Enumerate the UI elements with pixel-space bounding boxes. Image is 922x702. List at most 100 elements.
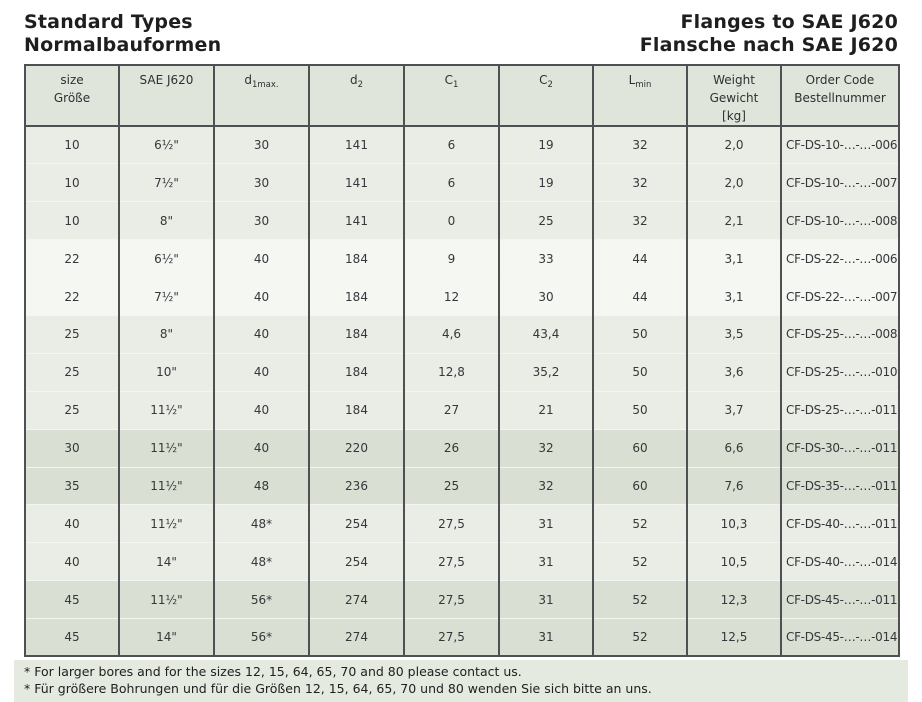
cell-c2: 43,4 (498, 314, 593, 354)
cell-order: CF-DS-22-…-…-006 (780, 239, 899, 278)
cell-c1: 27,5 (403, 580, 499, 619)
cell-c2: 31 (498, 580, 593, 619)
cell-c2: 19 (498, 125, 593, 164)
cell-size: 25 (25, 314, 119, 354)
col-header-c1: C1 (403, 65, 499, 127)
cell-lmin: 50 (592, 352, 687, 392)
cell-size: 30 (25, 428, 119, 468)
table-row: 22 6½" 40 184 9 33 44 3,1 CF-DS-22-…-…-006 (25, 239, 899, 278)
cell-weight: 2,0 (686, 163, 781, 202)
col-header-order: Order Code Bestellnummer (780, 65, 899, 127)
cell-order: CF-DS-40-…-…-014 (780, 542, 899, 581)
cell-c1: 27,5 (403, 504, 499, 543)
cell-size: 22 (25, 239, 119, 278)
cell-d1max: 40 (213, 239, 309, 278)
cell-weight: 6,6 (686, 428, 781, 468)
cell-sae: 11½" (118, 428, 214, 468)
cell-d1max: 48* (213, 504, 309, 543)
table-row: 10 7½" 30 141 6 19 32 2,0 CF-DS-10-…-…-007 (25, 163, 899, 202)
footnote-de: * Für größere Bohrungen und für die Größ… (24, 681, 652, 697)
cell-c1: 12,8 (403, 352, 499, 392)
cell-sae: 7½" (118, 277, 214, 316)
cell-order: CF-DS-10-…-…-007 (780, 163, 899, 202)
cell-d2: 141 (308, 201, 404, 240)
cell-weight: 3,1 (686, 277, 781, 316)
table-row: 25 10" 40 184 12,8 35,2 50 3,6 CF-DS-25-…-…-010 (25, 352, 899, 392)
cell-lmin: 50 (592, 314, 687, 354)
cell-d1max: 40 (213, 277, 309, 316)
cell-lmin: 50 (592, 390, 687, 430)
cell-size: 45 (25, 580, 119, 619)
cell-d1max: 56* (213, 618, 309, 657)
cell-c2: 31 (498, 542, 593, 581)
cell-sae: 11½" (118, 580, 214, 619)
cell-order: CF-DS-25-…-…-008 (780, 314, 899, 354)
cell-c2: 33 (498, 239, 593, 278)
table-row: 40 14" 48* 254 27,5 31 52 10,5 CF-DS-40-…-…-014 (25, 542, 899, 581)
table-row: 25 11½" 40 184 27 21 50 3,7 CF-DS-25-…-…-011 (25, 390, 899, 430)
col-header-d1max: d1max. (213, 65, 309, 127)
cell-d2: 220 (308, 428, 404, 468)
cell-lmin: 32 (592, 163, 687, 202)
cell-order: CF-DS-10-…-…-008 (780, 201, 899, 240)
cell-c2: 30 (498, 277, 593, 316)
table-row: 25 8" 40 184 4,6 43,4 50 3,5 CF-DS-25-…-…-008 (25, 314, 899, 354)
col-header-sae: SAE J620 (118, 65, 214, 127)
cell-weight: 10,5 (686, 542, 781, 581)
cell-lmin: 60 (592, 466, 687, 505)
cell-weight: 3,1 (686, 239, 781, 278)
cell-weight: 12,5 (686, 618, 781, 657)
cell-order: CF-DS-10-…-…-006 (780, 125, 899, 164)
cell-sae: 14" (118, 618, 214, 657)
cell-order: CF-DS-25-…-…-011 (780, 390, 899, 430)
cell-weight: 2,1 (686, 201, 781, 240)
table-row: 45 14" 56* 274 27,5 31 52 12,5 CF-DS-45-…-…-014 (25, 618, 899, 657)
cell-c2: 25 (498, 201, 593, 240)
cell-size: 10 (25, 125, 119, 164)
cell-d2: 141 (308, 163, 404, 202)
cell-d2: 184 (308, 277, 404, 316)
cell-c1: 6 (403, 125, 499, 164)
cell-order: CF-DS-22-…-…-007 (780, 277, 899, 316)
cell-d1max: 40 (213, 352, 309, 392)
cell-c1: 27,5 (403, 618, 499, 657)
cell-sae: 14" (118, 542, 214, 581)
table-row: 40 11½" 48* 254 27,5 31 52 10,3 CF-DS-40-…-…-011 (25, 504, 899, 543)
cell-d2: 274 (308, 618, 404, 657)
cell-weight: 3,7 (686, 390, 781, 430)
cell-c2: 35,2 (498, 352, 593, 392)
cell-sae: 6½" (118, 239, 214, 278)
cell-c1: 12 (403, 277, 499, 316)
cell-sae: 8" (118, 314, 214, 354)
cell-c1: 4,6 (403, 314, 499, 354)
cell-c2: 21 (498, 390, 593, 430)
cell-c2: 31 (498, 618, 593, 657)
cell-sae: 8" (118, 201, 214, 240)
cell-weight: 12,3 (686, 580, 781, 619)
cell-c2: 32 (498, 466, 593, 505)
cell-size: 10 (25, 201, 119, 240)
cell-c2: 31 (498, 504, 593, 543)
cell-d2: 141 (308, 125, 404, 164)
cell-c1: 27,5 (403, 542, 499, 581)
cell-lmin: 44 (592, 277, 687, 316)
footnote-en: * For larger bores and for the sizes 12,… (24, 664, 522, 680)
cell-order: CF-DS-45-…-…-011 (780, 580, 899, 619)
cell-sae: 6½" (118, 125, 214, 164)
page-title-left-line1: Standard Types (24, 11, 193, 33)
cell-c1: 26 (403, 428, 499, 468)
table-row: 22 7½" 40 184 12 30 44 3,1 CF-DS-22-…-…-007 (25, 277, 899, 316)
page-title-right-line2: Flansche nach SAE J620 (639, 34, 898, 56)
cell-c1: 9 (403, 239, 499, 278)
page-title-left: Standard Types Normalbauformen (24, 11, 221, 57)
cell-size: 40 (25, 542, 119, 581)
cell-lmin: 52 (592, 542, 687, 581)
cell-sae: 11½" (118, 390, 214, 430)
cell-c1: 25 (403, 466, 499, 505)
cell-weight: 10,3 (686, 504, 781, 543)
cell-order: CF-DS-40-…-…-011 (780, 504, 899, 543)
cell-d2: 184 (308, 352, 404, 392)
footnotes: * For larger bores and for the sizes 12,… (14, 660, 908, 702)
cell-sae: 11½" (118, 504, 214, 543)
